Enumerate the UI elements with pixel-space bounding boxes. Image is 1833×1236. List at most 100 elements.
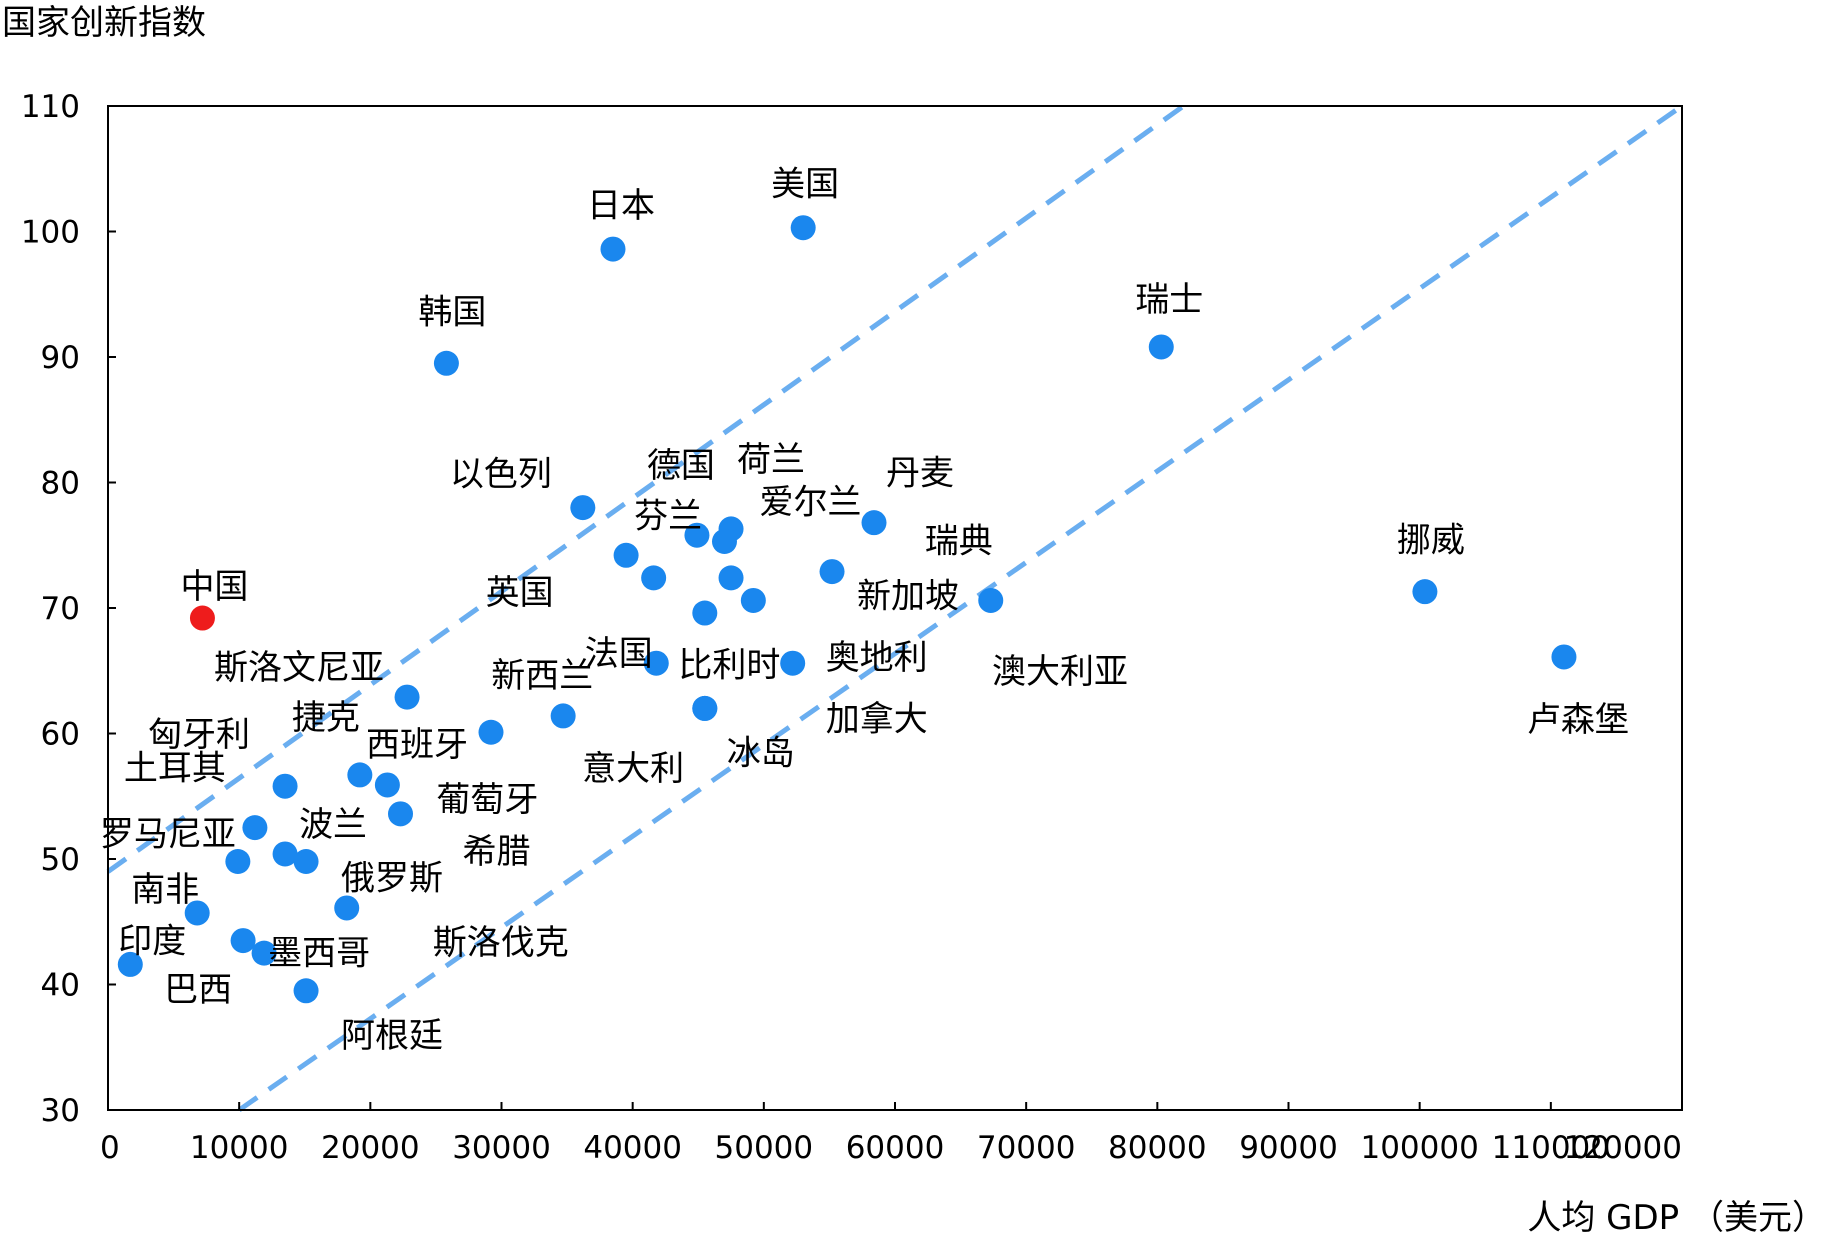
- data-point-希腊: [388, 801, 414, 827]
- y-tick-label: 90: [41, 340, 80, 376]
- point-label: 新西兰: [491, 656, 593, 696]
- point-label: 瑞士: [1135, 280, 1203, 320]
- point-label: 中国: [180, 567, 248, 607]
- data-point-卢森堡: [1551, 644, 1577, 670]
- point-label: 芬兰: [634, 496, 702, 536]
- point-label: 意大利: [582, 749, 684, 789]
- data-point-印度: [117, 951, 143, 977]
- point-label: 巴西: [164, 970, 232, 1010]
- data-point-韩国: [433, 350, 459, 376]
- point-label: 罗马尼亚: [100, 815, 236, 855]
- x-tick-label: 70000: [977, 1130, 1076, 1166]
- data-point-罗马尼亚: [225, 849, 251, 875]
- data-point-澳大利亚: [718, 565, 744, 591]
- y-tick-label: 80: [41, 466, 80, 502]
- y-tick-label: 30: [41, 1093, 80, 1129]
- data-point-阿根廷: [293, 978, 319, 1004]
- x-tick-label: 120000: [1564, 1130, 1682, 1166]
- y-tick-label: 60: [41, 717, 80, 753]
- point-label: 南非: [131, 870, 199, 910]
- data-point-芬兰: [613, 542, 639, 568]
- point-label: 爱尔兰: [759, 482, 861, 522]
- data-point-斯洛文尼亚: [394, 684, 420, 710]
- point-label: 挪威: [1397, 521, 1465, 561]
- point-label: 斯洛文尼亚: [214, 648, 384, 688]
- point-label: 美国: [771, 165, 839, 205]
- point-label: 波兰: [299, 805, 367, 845]
- data-points: [117, 215, 1577, 1004]
- trend-line-1: [106, 103, 1186, 874]
- point-label: 冰岛: [727, 733, 795, 773]
- data-point-南非: [184, 900, 210, 926]
- data-point-爱尔兰: [711, 528, 737, 554]
- data-point-法国: [692, 600, 718, 626]
- point-label: 英国: [486, 573, 554, 613]
- point-label: 奥地利: [826, 638, 928, 678]
- y-axis-ticks: 30 40 50 60 70 80 90 100 110: [21, 89, 116, 1129]
- point-label: 德国: [647, 446, 715, 486]
- data-point-俄罗斯: [293, 849, 319, 875]
- point-label: 以色列: [450, 455, 552, 495]
- x-tick-label: 110000: [1492, 1130, 1610, 1166]
- trend-line-2: [237, 103, 1684, 1113]
- y-tick-label: 70: [41, 591, 80, 627]
- point-label: 韩国: [418, 292, 486, 332]
- data-point-西班牙: [478, 719, 504, 745]
- x-axis-title: 人均 GDP （美元）: [1527, 1198, 1826, 1236]
- data-point-英国: [641, 565, 667, 591]
- data-point-葡萄牙: [374, 772, 400, 798]
- x-tick-label: 40000: [583, 1130, 682, 1166]
- point-label: 日本: [587, 186, 655, 226]
- point-label: 澳大利亚: [992, 652, 1128, 692]
- data-point-匈牙利: [272, 773, 298, 799]
- data-point-捷克: [347, 762, 373, 788]
- data-point-波兰: [272, 841, 298, 867]
- data-point-奥地利: [780, 650, 806, 676]
- data-point-挪威: [1412, 579, 1438, 605]
- x-tick-label: 90000: [1239, 1130, 1338, 1166]
- point-label: 西班牙: [366, 725, 468, 765]
- point-label: 土耳其: [124, 749, 226, 789]
- data-point-巴西: [251, 940, 277, 966]
- x-tick-label: 60000: [846, 1130, 945, 1166]
- data-point-意大利: [550, 703, 576, 729]
- data-point-斯洛伐克: [334, 895, 360, 921]
- point-label: 阿根廷: [341, 1016, 443, 1056]
- y-tick-label: 110: [21, 89, 80, 125]
- point-label: 希腊: [463, 832, 531, 872]
- x-tick-label: 10000: [190, 1130, 289, 1166]
- point-label: 荷兰: [737, 440, 805, 480]
- data-point-比利时: [740, 587, 766, 613]
- point-label: 印度: [118, 921, 186, 961]
- x-tick-label: 30000: [452, 1130, 551, 1166]
- x-axis-ticks: 0 10000 20000 30000 40000 50000 60000 70000 8000…: [100, 1102, 1683, 1166]
- data-point-瑞士: [1148, 334, 1174, 360]
- data-point-美国: [790, 215, 816, 241]
- point-label: 俄罗斯: [341, 859, 443, 899]
- data-point-日本: [600, 236, 626, 262]
- data-point-新加坡: [819, 559, 845, 585]
- data-point-新西兰: [643, 650, 669, 676]
- point-label: 卢森堡: [1527, 700, 1629, 740]
- trend-lines: [106, 103, 1684, 1113]
- x-tick-label: 80000: [1108, 1130, 1207, 1166]
- point-label: 捷克: [292, 698, 360, 738]
- data-point-墨西哥: [230, 928, 256, 954]
- data-point-以色列: [570, 495, 596, 521]
- point-label: 新加坡: [857, 577, 959, 617]
- point-label: 加拿大: [826, 699, 928, 739]
- y-tick-label: 100: [21, 215, 80, 251]
- data-point-冰岛: [692, 695, 718, 721]
- y-tick-label: 40: [41, 968, 80, 1004]
- point-label: 丹麦: [886, 454, 954, 494]
- point-label: 法国: [585, 634, 653, 674]
- data-point-中国: [189, 605, 215, 631]
- x-tick-label: 50000: [715, 1130, 814, 1166]
- point-label: 比利时: [678, 645, 780, 685]
- point-label: 葡萄牙: [436, 780, 538, 820]
- y-axis-title: 国家创新指数: [2, 3, 206, 43]
- point-label: 瑞典: [925, 521, 993, 561]
- point-label: 墨西哥: [268, 934, 370, 974]
